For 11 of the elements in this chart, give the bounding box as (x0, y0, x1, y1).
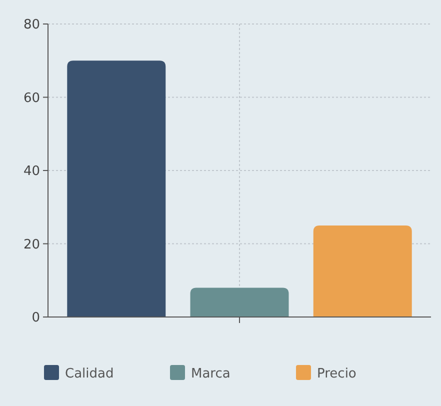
bar (67, 60, 166, 317)
legend-label: Precio (317, 366, 356, 382)
y-tick-label: 60 (23, 90, 40, 106)
legend-label: Marca (191, 366, 230, 382)
y-tick-label: 20 (23, 237, 40, 252)
y-tick-label: 40 (23, 164, 40, 180)
legend-label: Calidad (65, 366, 114, 382)
bar (313, 225, 412, 317)
y-tick-label: 80 (23, 18, 40, 33)
y-tick-label: 0 (32, 310, 40, 326)
bar (190, 288, 289, 317)
